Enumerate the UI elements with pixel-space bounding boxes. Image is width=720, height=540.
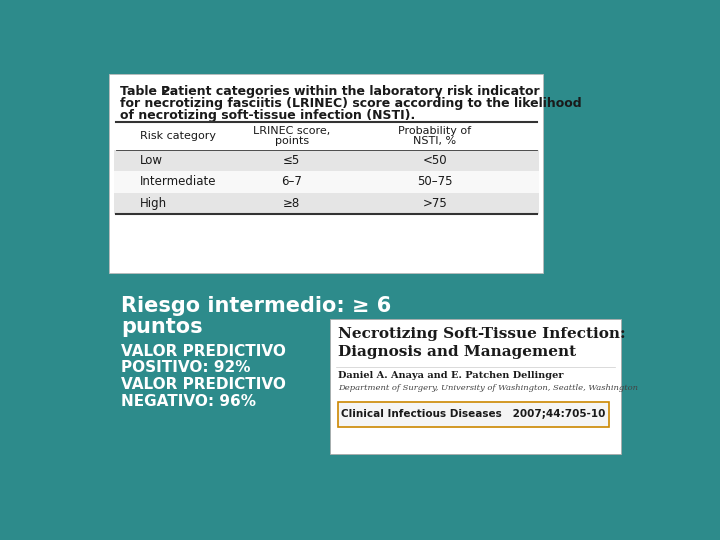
Text: Low: Low [140,154,163,167]
Text: 6–7: 6–7 [282,176,302,188]
Text: Patient categories within the laboratory risk indicator: Patient categories within the laboratory… [161,85,539,98]
FancyBboxPatch shape [330,319,621,454]
FancyBboxPatch shape [109,74,544,273]
Text: VALOR PREDICTIVO: VALOR PREDICTIVO [121,343,286,359]
Text: Table 2.: Table 2. [120,85,175,98]
Text: Probability of: Probability of [398,126,472,137]
Text: ≥8: ≥8 [283,197,300,210]
Text: <50: <50 [423,154,447,167]
Text: High: High [140,197,167,210]
Text: NSTI, %: NSTI, % [413,137,456,146]
Text: POSITIVO: 92%: POSITIVO: 92% [121,361,251,375]
Text: NEGATIVO: 96%: NEGATIVO: 96% [121,394,256,409]
Text: puntos: puntos [121,318,202,338]
Bar [114,171,539,193]
Text: Clinical Infectious Diseases   2007;44:705-10: Clinical Infectious Diseases 2007;44:705… [341,409,606,420]
Text: Necrotizing Soft-Tissue Infection:: Necrotizing Soft-Tissue Infection: [338,327,626,341]
Text: points: points [274,137,309,146]
Text: LRINEC score,: LRINEC score, [253,126,330,137]
FancyBboxPatch shape [338,402,609,427]
Bar [114,193,539,214]
Text: Daniel A. Anaya and E. Patchen Dellinger: Daniel A. Anaya and E. Patchen Dellinger [338,372,564,380]
Text: ≤5: ≤5 [283,154,300,167]
Text: 50–75: 50–75 [417,176,453,188]
Text: Intermediate: Intermediate [140,176,216,188]
Text: Risk category: Risk category [140,131,216,140]
Text: Department of Surgery, University of Washington, Seattle, Washington: Department of Surgery, University of Was… [338,383,638,392]
Text: of necrotizing soft-tissue infection (NSTI).: of necrotizing soft-tissue infection (NS… [120,110,415,123]
Text: Diagnosis and Management: Diagnosis and Management [338,345,576,359]
Text: VALOR PREDICTIVO: VALOR PREDICTIVO [121,377,286,393]
Text: >75: >75 [423,197,447,210]
Bar [114,150,539,171]
Text: Riesgo intermedio: ≥ 6: Riesgo intermedio: ≥ 6 [121,296,391,316]
Text: for necrotizing fasciitis (LRINEC) score according to the likelihood: for necrotizing fasciitis (LRINEC) score… [120,97,582,110]
